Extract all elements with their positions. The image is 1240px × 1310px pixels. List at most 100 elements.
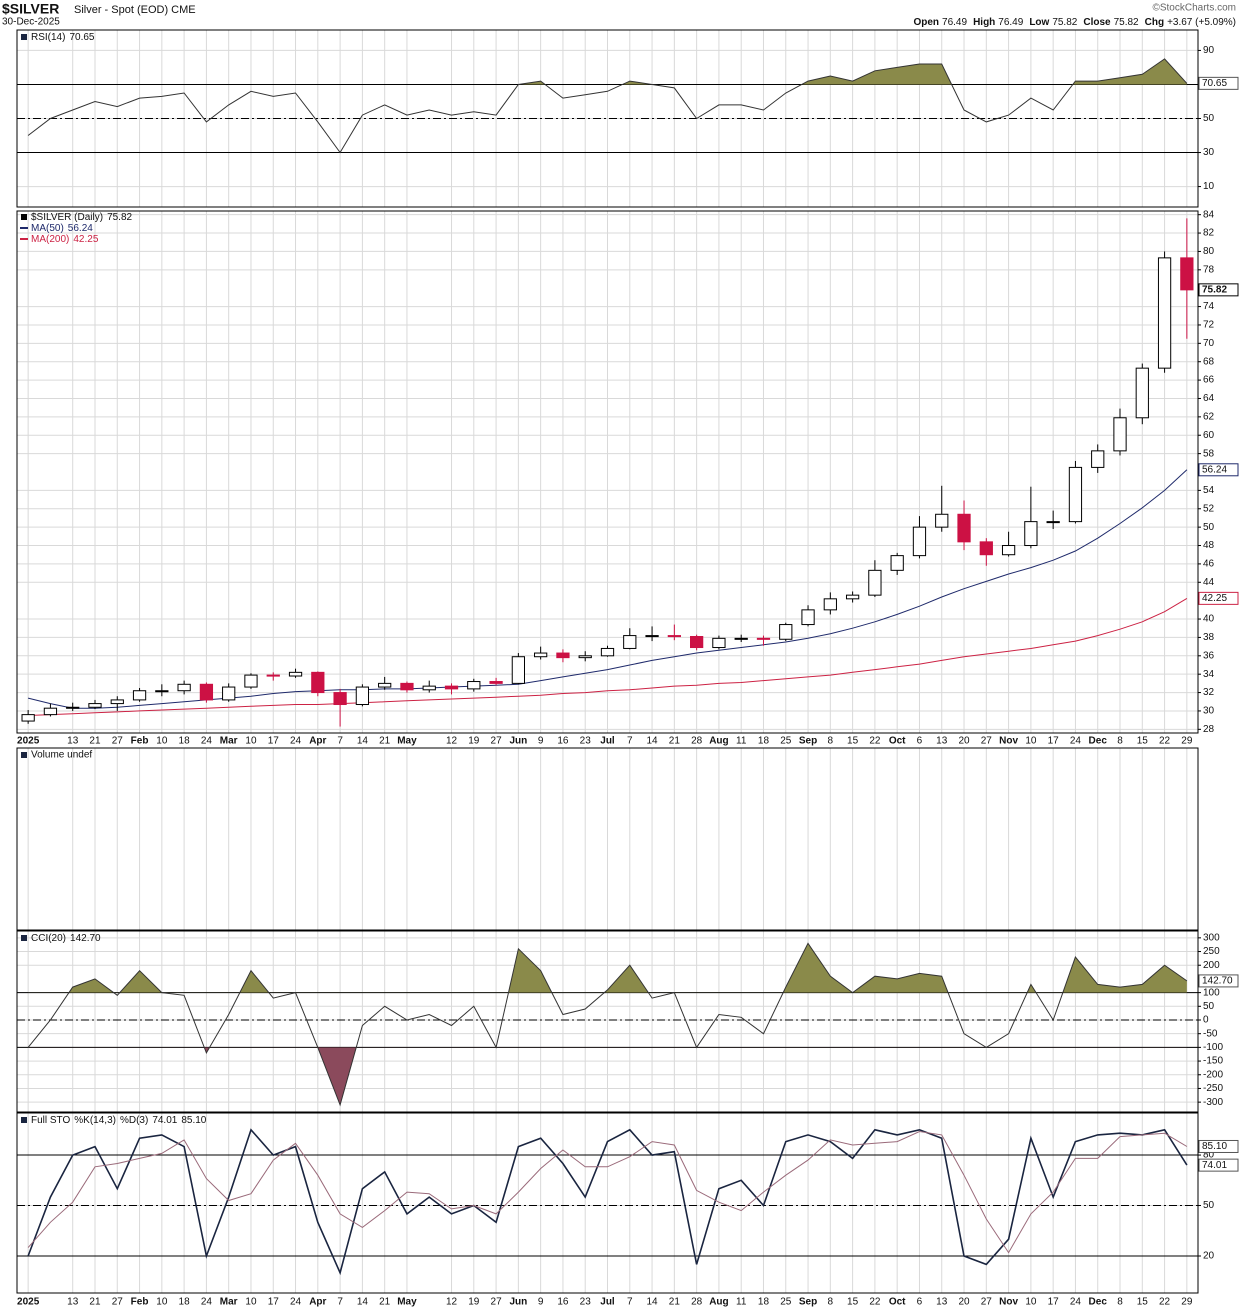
- last-value-label: 75.82: [1202, 284, 1227, 295]
- y-tick-label: 48: [1203, 540, 1215, 551]
- quote-label: Open: [913, 17, 939, 28]
- panel-title: Volume undef: [31, 750, 92, 761]
- x-tick-label: 11: [736, 736, 747, 747]
- x-tick-label: 24: [1070, 1297, 1082, 1308]
- legend-icon: [21, 752, 27, 758]
- x-tick-label: 8: [828, 1297, 834, 1308]
- x-tick-label: 15: [847, 736, 859, 747]
- candle-body: [578, 655, 592, 659]
- candle-body: [690, 636, 704, 649]
- quote-value: 75.82: [1052, 17, 1077, 28]
- x-tick-label: 13: [936, 1297, 948, 1308]
- y-tick-label: -200: [1203, 1069, 1223, 1080]
- y-tick-label: 36: [1203, 650, 1215, 661]
- candle-body: [422, 685, 436, 691]
- quote-value: 76.49: [942, 17, 967, 28]
- y-tick-label: 62: [1203, 411, 1215, 422]
- x-tick-label: 24: [290, 1297, 302, 1308]
- candle-body: [1157, 257, 1172, 369]
- x-tick-label: 8: [1117, 1297, 1123, 1308]
- x-tick-label: 13: [67, 1297, 79, 1308]
- candle-body: [21, 714, 35, 722]
- y-tick-label: 300: [1203, 932, 1220, 943]
- x-tick-label: Oct: [889, 736, 906, 747]
- last-value-box: [1198, 283, 1239, 297]
- quote-label: Chg: [1145, 17, 1164, 28]
- y-tick-label: 50: [1203, 113, 1215, 124]
- x-tick-label: Sep: [799, 1297, 817, 1308]
- legend: $SILVER (Daily) 75.82: [31, 212, 133, 223]
- candle-body: [667, 635, 681, 638]
- legend: MA(50) 56.24: [31, 223, 93, 234]
- y-tick-label: 80: [1203, 246, 1215, 257]
- candle-body: [845, 594, 860, 600]
- x-tick-label: 15: [1137, 736, 1149, 747]
- candle-body: [155, 690, 169, 693]
- y-tick-label: 50: [1203, 1001, 1215, 1012]
- x-tick-label: 9: [538, 736, 544, 747]
- legend-value: 85.10: [181, 1115, 206, 1126]
- x-tick-label: Nov: [999, 1297, 1018, 1308]
- candle-body: [801, 609, 815, 626]
- y-tick-label: 78: [1203, 264, 1215, 275]
- y-tick-label: 30: [1203, 147, 1215, 158]
- legend: RSI(14) 70.65: [31, 32, 95, 43]
- x-tick-label: 28: [691, 1297, 703, 1308]
- legend-name: MA(200): [31, 234, 69, 245]
- y-tick-label: 84: [1203, 209, 1215, 220]
- x-tick-label: 23: [580, 1297, 592, 1308]
- y-tick-label: 50: [1203, 522, 1215, 533]
- x-tick-label: 10: [156, 736, 168, 747]
- x-tick-label: 6: [917, 736, 923, 747]
- x-tick-label: 18: [758, 1297, 770, 1308]
- last-value-label: 142.70: [1202, 976, 1233, 987]
- y-tick-label: 74: [1203, 301, 1215, 312]
- x-tick-label: 21: [89, 1297, 101, 1308]
- x-tick-label: 27: [491, 1297, 503, 1308]
- legend-icon: [21, 935, 27, 941]
- x-tick-label: 10: [1025, 1297, 1037, 1308]
- x-tick-label: 16: [557, 736, 569, 747]
- x-tick-label: 21: [379, 1297, 391, 1308]
- quote-label: Close: [1083, 17, 1111, 28]
- candle-body: [266, 674, 280, 677]
- last-value-label: 85.10: [1202, 1141, 1227, 1152]
- x-tick-label: Sep: [799, 736, 817, 747]
- legend-name: CCI(20): [31, 933, 66, 944]
- x-tick-label: 14: [647, 1297, 659, 1308]
- y-tick-label: 38: [1203, 632, 1215, 643]
- y-tick-label: 68: [1203, 356, 1215, 367]
- candle-body: [1135, 367, 1149, 419]
- x-tick-label: Dec: [1089, 736, 1108, 747]
- x-tick-label: Jul: [600, 1297, 615, 1308]
- last-value-box: [1198, 591, 1239, 605]
- y-tick-label: 58: [1203, 448, 1215, 459]
- x-tick-label: 13: [67, 736, 79, 747]
- legend: CCI(20) 142.70: [31, 933, 101, 944]
- x-tick-label: 18: [179, 736, 191, 747]
- x-tick-label: 27: [112, 736, 124, 747]
- candle-body: [1068, 466, 1083, 523]
- x-tick-label: 17: [268, 736, 280, 747]
- candle-body: [489, 681, 503, 684]
- legend-name: %D(3): [120, 1115, 148, 1126]
- candle-body: [222, 686, 236, 701]
- legend-icon: [21, 1117, 27, 1123]
- source: ©StockCharts.com: [1152, 3, 1236, 14]
- y-tick-label: 54: [1203, 485, 1215, 496]
- legend-value: 42.25: [73, 234, 98, 245]
- x-tick-label: 25: [780, 736, 792, 747]
- candle-body: [779, 624, 793, 640]
- quote-value: 75.82: [1114, 17, 1139, 28]
- candle-body: [1113, 417, 1127, 452]
- x-tick-label: 20: [958, 1297, 970, 1308]
- x-tick-label: 13: [936, 736, 948, 747]
- candle-body: [935, 513, 949, 528]
- legend-name: RSI(14): [31, 32, 65, 43]
- x-tick-label: Jul: [600, 736, 615, 747]
- candle-body: [378, 682, 392, 688]
- x-tick-label: 10: [245, 1297, 257, 1308]
- candle-body: [868, 569, 882, 596]
- panel-border: [16, 930, 1199, 1113]
- candle-body: [734, 637, 748, 640]
